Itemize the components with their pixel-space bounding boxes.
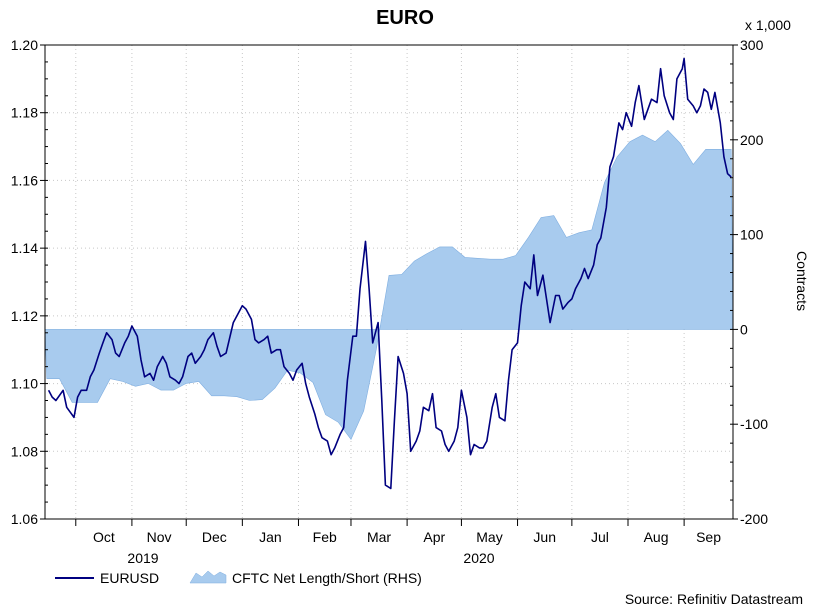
x-year-label: 2020 [463, 550, 494, 566]
right-tick-label: 300 [740, 37, 764, 53]
x-month-label: Apr [423, 529, 445, 545]
x-month-label: Jul [591, 529, 609, 545]
left-tick-label: 1.20 [11, 37, 38, 53]
left-tick-label: 1.12 [11, 308, 38, 324]
eurusd-line [47, 57, 732, 490]
x-month-label: Jan [259, 529, 282, 545]
left-tick-label: 1.10 [11, 376, 38, 392]
right-axis-label: Contracts [794, 251, 810, 311]
right-axis-unit: x 1,000 [745, 17, 791, 33]
x-month-label: Jun [533, 529, 556, 545]
x-axis: Oct Nov Dec Jan Feb Mar Apr May Jun Jul Aug Sep 2019… [75, 519, 721, 566]
legend-cftc-label: CFTC Net Length/Short (RHS) [232, 570, 422, 586]
cftc-area [44, 129, 734, 440]
x-month-label: May [476, 529, 502, 545]
left-tick-label: 1.18 [11, 105, 38, 121]
right-axis: -200 -100 0 100 200 300 [730, 37, 768, 527]
x-month-label: Aug [644, 529, 669, 545]
x-month-label: Oct [93, 529, 115, 545]
legend-eurusd-label: EURUSD [100, 570, 159, 586]
right-tick-label: 100 [740, 227, 764, 243]
left-axis: 1.06 1.08 1.10 1.12 1.14 1.16 1.18 1.20 [11, 37, 48, 527]
chart-title: EURO [376, 7, 434, 29]
right-tick-label: -200 [740, 511, 768, 527]
left-tick-label: 1.06 [11, 511, 38, 527]
right-tick-label: -100 [740, 416, 768, 432]
x-month-label: Sep [696, 529, 721, 545]
x-month-label: Mar [367, 529, 391, 545]
eurusd-line-layer [47, 57, 732, 490]
right-tick-label: 0 [740, 321, 748, 337]
left-tick-label: 1.14 [11, 240, 38, 256]
right-tick-label: 200 [740, 132, 764, 148]
x-month-label: Feb [313, 529, 337, 545]
source-note: Source: Refinitiv Datastream [625, 591, 803, 606]
left-tick-label: 1.08 [11, 443, 38, 459]
x-month-label: Nov [147, 529, 172, 545]
legend-cftc-swatch [189, 570, 227, 584]
x-year-label: 2019 [127, 550, 158, 566]
legend: EURUSD CFTC Net Length/Short (RHS) [55, 570, 422, 586]
cftc-area-layer [44, 129, 734, 440]
left-tick-label: 1.16 [11, 172, 38, 188]
x-month-label: Dec [202, 529, 227, 545]
